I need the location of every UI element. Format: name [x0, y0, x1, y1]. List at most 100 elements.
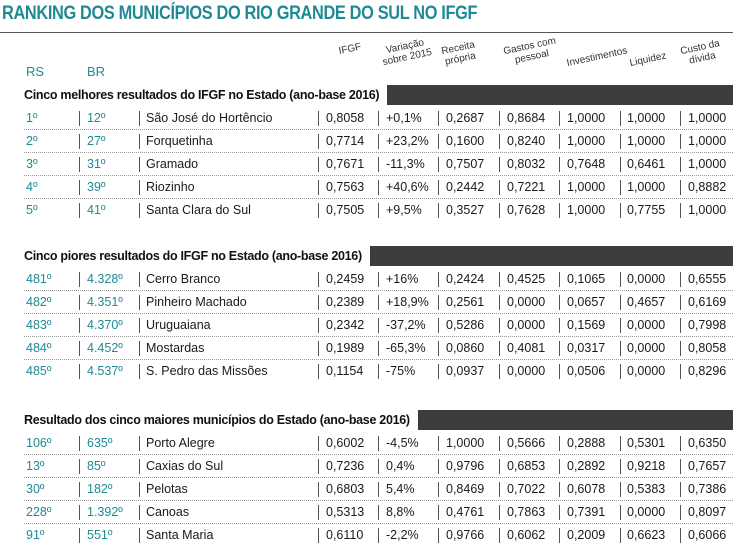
column-divider	[139, 341, 140, 356]
cell-ifgf: 0,6002	[326, 436, 365, 450]
cell-receita: 1,0000	[446, 436, 485, 450]
table-row: 228º 1.392º Canoas 0,5313 8,8% 0,4761 0,7863 0,…	[0, 501, 733, 524]
column-divider	[318, 341, 319, 356]
column-divider	[620, 295, 621, 310]
column-divider	[499, 295, 500, 310]
cell-custo: 0,7386	[688, 482, 727, 496]
column-divider	[499, 203, 500, 218]
cell-gastos: 0,6062	[507, 528, 546, 542]
column-divider	[139, 436, 140, 451]
cell-gastos: 0,4081	[507, 341, 546, 355]
title-rule	[0, 32, 733, 33]
column-divider	[79, 482, 80, 497]
table-row: 483º 4.370º Uruguaiana 0,2342 -37,2% 0,5286 0,…	[0, 314, 733, 337]
cell-rank-br: 4.351º	[87, 295, 123, 309]
cell-investimentos: 1,0000	[567, 180, 606, 194]
section-title: Resultado dos cinco maiores municípios d…	[0, 410, 418, 430]
column-divider	[680, 111, 681, 126]
table-row: 106º 635º Porto Alegre 0,6002 -4,5% 1,0000 0,5…	[0, 432, 733, 455]
cell-rank-br: 4.452º	[87, 341, 123, 355]
cell-gastos: 0,5666	[507, 436, 546, 450]
column-divider	[139, 459, 140, 474]
column-divider	[139, 505, 140, 520]
column-divider	[438, 505, 439, 520]
column-divider	[438, 157, 439, 172]
cell-liquidez: 0,5383	[627, 482, 666, 496]
column-divider	[378, 459, 379, 474]
column-divider	[620, 203, 621, 218]
column-divider	[438, 203, 439, 218]
table-row: 481º 4.328º Cerro Branco 0,2459 +16% 0,2424 0,…	[0, 268, 733, 291]
row-divider	[24, 358, 733, 360]
cell-liquidez: 0,0000	[627, 272, 666, 286]
column-divider	[438, 295, 439, 310]
column-divider	[499, 436, 500, 451]
cell-custo: 0,8058	[688, 341, 727, 355]
cell-custo: 0,6066	[688, 528, 727, 542]
cell-receita: 0,3527	[446, 203, 485, 217]
column-divider	[79, 505, 80, 520]
column-divider	[620, 134, 621, 149]
section-band: Resultado dos cinco maiores municípios d…	[0, 410, 733, 430]
row-divider	[24, 128, 733, 130]
cell-liquidez: 1,0000	[627, 134, 666, 148]
cell-gastos: 0,7628	[507, 203, 546, 217]
column-divider	[499, 318, 500, 333]
column-divider	[318, 180, 319, 195]
column-divider	[499, 180, 500, 195]
cell-gastos: 0,0000	[507, 364, 546, 378]
cell-investimentos: 0,0506	[567, 364, 606, 378]
cell-ifgf: 0,6803	[326, 482, 365, 496]
cell-rank-br: 12º	[87, 111, 106, 125]
cell-gastos: 0,6853	[507, 459, 546, 473]
column-divider	[680, 134, 681, 149]
column-divider	[559, 157, 560, 172]
column-divider	[680, 505, 681, 520]
cell-rank-rs: 4º	[26, 180, 38, 194]
column-divider	[680, 272, 681, 287]
cell-ifgf: 0,2342	[326, 318, 365, 332]
cell-ifgf: 0,6110	[326, 528, 364, 542]
table-row: 482º 4.351º Pinheiro Machado 0,2389 +18,9% 0,…	[0, 291, 733, 314]
cell-municipio: Porto Alegre	[146, 436, 215, 450]
column-divider	[438, 272, 439, 287]
column-divider	[318, 436, 319, 451]
cell-receita: 0,0860	[446, 341, 485, 355]
table-row: 13º 85º Caxias do Sul 0,7236 0,4% 0,9796 0,685…	[0, 455, 733, 478]
column-divider	[318, 528, 319, 543]
cell-custo: 0,6555	[688, 272, 727, 286]
column-divider	[559, 436, 560, 451]
column-divider	[378, 272, 379, 287]
column-divider	[79, 111, 80, 126]
column-divider	[318, 459, 319, 474]
cell-variacao: -65,3%	[386, 341, 426, 355]
column-divider	[559, 272, 560, 287]
table-row: 3º 31º Gramado 0,7671 -11,3% 0,7507 0,8032 0,76…	[0, 153, 733, 176]
cell-gastos: 0,8240	[507, 134, 546, 148]
table-row: 30º 182º Pelotas 0,6803 5,4% 0,8469 0,7022 0,60…	[0, 478, 733, 501]
cell-ifgf: 0,8058	[326, 111, 365, 125]
column-header-br: BR	[87, 64, 106, 79]
column-divider	[139, 528, 140, 543]
column-divider	[438, 364, 439, 379]
cell-liquidez: 0,0000	[627, 505, 666, 519]
cell-rank-rs: 5º	[26, 203, 38, 217]
cell-receita: 0,2424	[446, 272, 485, 286]
row-divider	[24, 197, 733, 199]
row-divider	[24, 174, 733, 176]
cell-liquidez: 0,7755	[627, 203, 666, 217]
cell-gastos: 0,7022	[507, 482, 546, 496]
column-header-rs: RS	[26, 64, 45, 79]
cell-investimentos: 0,0657	[567, 295, 606, 309]
column-divider	[620, 272, 621, 287]
column-divider	[620, 341, 621, 356]
column-divider	[318, 111, 319, 126]
cell-municipio: Riozinho	[146, 180, 195, 194]
column-divider	[620, 459, 621, 474]
column-divider	[499, 505, 500, 520]
column-divider	[79, 459, 80, 474]
cell-gastos: 0,7863	[507, 505, 546, 519]
column-divider	[139, 111, 140, 126]
column-divider	[79, 295, 80, 310]
column-divider	[438, 341, 439, 356]
